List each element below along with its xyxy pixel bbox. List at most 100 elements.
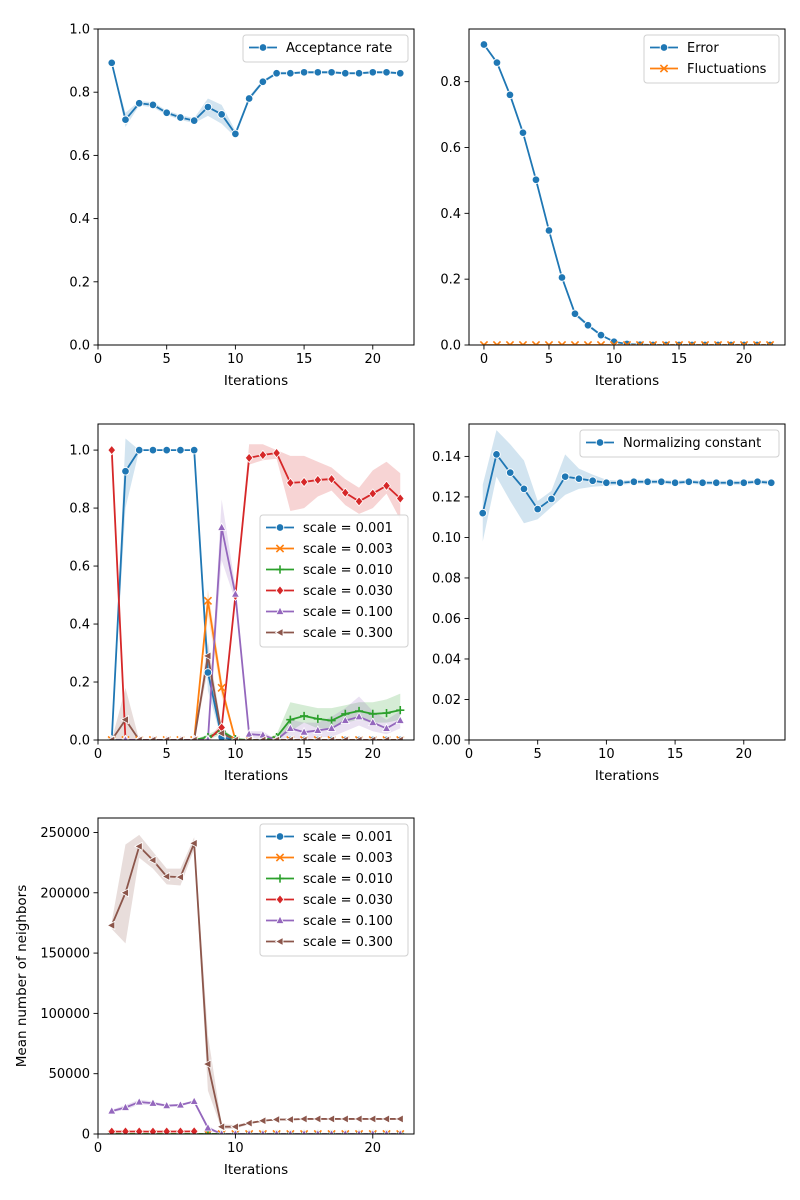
y-tick-label: 0.6	[69, 560, 90, 575]
data-point	[120, 715, 129, 725]
y-tick-label: 0.14	[432, 450, 461, 465]
data-point	[382, 480, 391, 491]
legend-label: Normalizing constant	[623, 436, 761, 451]
data-point	[301, 1128, 307, 1134]
data-point	[230, 588, 241, 598]
data-point	[189, 116, 199, 125]
data-point	[726, 340, 736, 345]
x-tick-label: 20	[365, 352, 382, 367]
data-point	[148, 445, 158, 455]
data-point	[328, 1128, 335, 1134]
legend-swatch-marker	[274, 936, 284, 947]
data-point	[492, 450, 501, 459]
legend-label: scale = 0.100	[303, 605, 393, 620]
data-point	[218, 1128, 225, 1134]
data-point	[258, 77, 268, 87]
plot-area	[107, 58, 405, 139]
series-line-5	[110, 842, 401, 1128]
data-point	[368, 488, 378, 499]
data-point	[596, 330, 606, 340]
legend-swatch-marker	[275, 523, 285, 532]
legend-label: scale = 0.100	[303, 914, 393, 929]
y-tick-label: 0.06	[432, 612, 461, 627]
data-point	[531, 340, 541, 345]
x-tick-label: 10	[598, 747, 615, 762]
data-point	[354, 1129, 364, 1134]
data-point	[505, 340, 515, 345]
data-point	[713, 340, 723, 345]
x-tick-label: 0	[94, 747, 102, 762]
data-point	[161, 735, 171, 740]
data-point	[609, 340, 619, 345]
y-tick-label: 0.12	[432, 490, 461, 505]
y-tick-label: 0	[82, 1128, 90, 1143]
legend-swatch-marker	[274, 627, 284, 638]
data-point	[271, 1114, 281, 1125]
y-tick-label: 0.2	[440, 273, 461, 288]
data-point	[312, 735, 322, 740]
data-point	[326, 1114, 335, 1124]
data-point	[395, 1114, 404, 1124]
y-tick-label: 0.4	[69, 212, 90, 227]
data-point	[107, 58, 116, 68]
x-axis-label: Iterations	[224, 768, 288, 784]
data-point	[395, 715, 405, 724]
data-point	[133, 841, 143, 852]
data-point	[327, 473, 336, 485]
data-point	[231, 1129, 240, 1134]
data-point	[189, 445, 199, 455]
x-tick-label: 20	[736, 747, 753, 762]
data-point	[570, 309, 580, 318]
legend: Error Fluctuations	[643, 34, 780, 84]
series-line-0	[110, 449, 401, 740]
data-point	[326, 735, 335, 740]
legend-swatch-marker	[275, 894, 285, 905]
data-point	[583, 340, 593, 345]
data-point	[354, 711, 364, 721]
legend-swatch-marker	[275, 606, 285, 615]
legend-label: scale = 0.300	[303, 935, 393, 950]
x-tick-label: 0	[94, 1141, 102, 1156]
data-point	[188, 735, 198, 740]
data-point	[202, 651, 212, 661]
data-point	[368, 68, 378, 77]
data-point	[533, 504, 542, 514]
data-point	[203, 1122, 213, 1132]
y-tick-label: 200000	[40, 886, 90, 901]
data-point	[396, 1129, 405, 1134]
data-point	[202, 1059, 212, 1069]
plot-area	[478, 430, 776, 542]
data-point	[544, 226, 554, 235]
y-tick-label: 0.4	[440, 207, 461, 222]
data-point	[353, 1114, 363, 1124]
y-tick-label: 0.8	[69, 502, 90, 517]
chart-acceptance: 0 5 10 15 20 0.0 0.2 0.4 0.6 0.8 1.0 Iterations Acce…	[69, 23, 415, 389]
data-point	[341, 1129, 350, 1134]
data-point	[340, 715, 350, 724]
data-point	[121, 115, 130, 124]
legend-label: scale = 0.001	[303, 521, 393, 536]
data-point	[244, 94, 254, 103]
data-point	[273, 1128, 280, 1134]
legend-label: scale = 0.030	[303, 584, 393, 599]
y-tick-label: 0.4	[69, 618, 90, 633]
axes-frame	[97, 423, 415, 741]
data-point	[203, 1129, 213, 1134]
data-point	[341, 68, 350, 78]
x-tick-label: 10	[227, 352, 244, 367]
data-point	[574, 474, 584, 483]
legend-box	[259, 823, 409, 957]
x-tick-label: 20	[365, 747, 382, 762]
data-point	[148, 100, 158, 110]
chart-error: 0 5 10 15 20 0.0 0.2 0.4 0.6 0.8 Iterations Error Fl…	[440, 28, 786, 389]
data-point	[602, 478, 611, 487]
legend-label: scale = 0.300	[303, 626, 393, 641]
data-point	[162, 1126, 172, 1134]
data-point	[243, 735, 253, 740]
x-tick-label: 5	[545, 352, 553, 367]
y-tick-label: 150000	[40, 947, 90, 962]
y-tick-label: 100000	[40, 1007, 90, 1022]
data-point	[313, 714, 322, 723]
data-point	[244, 1129, 254, 1134]
